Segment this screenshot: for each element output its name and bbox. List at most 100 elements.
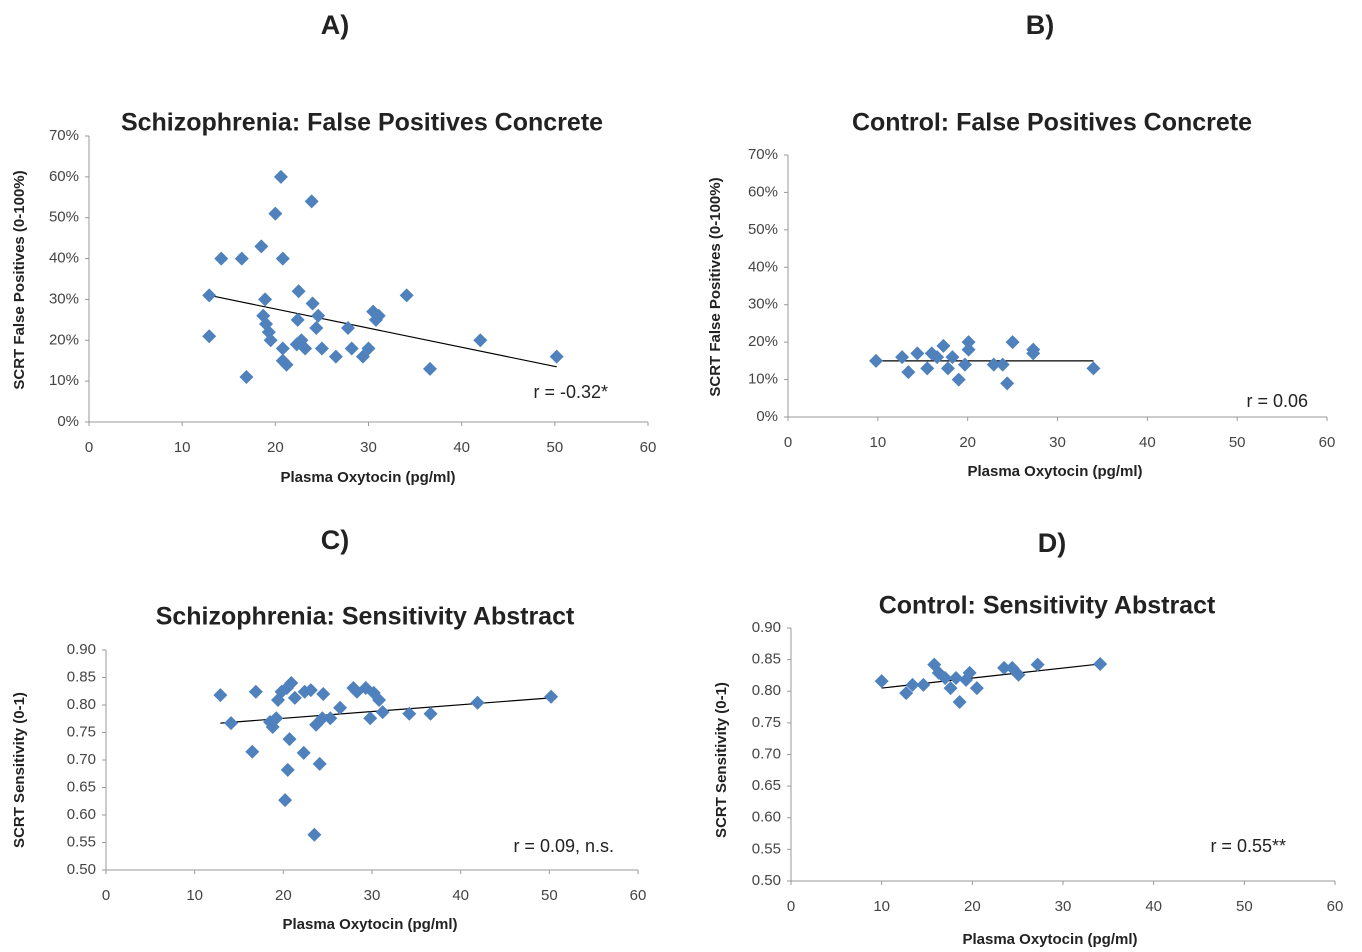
data-point <box>544 689 559 704</box>
data-point <box>961 342 976 357</box>
y-tick-label: 0.90 <box>752 619 781 636</box>
x-tick-label: 0 <box>85 439 93 456</box>
data-point <box>315 711 330 726</box>
data-point <box>375 705 390 720</box>
y-tick-label: 0.65 <box>67 778 96 795</box>
x-tick-label: 0 <box>784 434 792 451</box>
data-point <box>361 341 376 356</box>
data-point <box>473 333 488 348</box>
data-point <box>333 700 348 715</box>
data-point <box>304 194 319 209</box>
data-point <box>910 346 925 361</box>
y-tick-label: 0.50 <box>67 861 96 878</box>
data-point <box>986 357 1001 372</box>
data-point <box>291 284 306 299</box>
y-tick-label: 60% <box>748 183 778 200</box>
x-tick-label: 30 <box>364 887 381 904</box>
y-tick-label: 0.60 <box>67 806 96 823</box>
data-point <box>874 674 889 689</box>
data-point <box>328 349 343 364</box>
data-point <box>309 321 324 336</box>
data-point <box>1030 657 1045 672</box>
data-point <box>254 239 269 254</box>
y-tick-label: 0.70 <box>67 751 96 768</box>
x-tick-label: 10 <box>873 898 890 915</box>
data-point <box>936 338 951 353</box>
data-point <box>402 706 417 721</box>
x-tick-label: 40 <box>1139 434 1156 451</box>
y-tick-label: 0.90 <box>67 641 96 658</box>
data-point <box>943 681 958 696</box>
x-tick-label: 10 <box>186 887 203 904</box>
chart-title: Schizophrenia: Sensitivity Abstract <box>156 603 575 631</box>
data-point <box>1026 346 1041 361</box>
data-point <box>945 350 960 365</box>
panel-label: D) <box>1038 528 1067 558</box>
data-point <box>248 684 263 699</box>
data-point <box>423 706 438 721</box>
x-tick-label: 40 <box>452 887 469 904</box>
data-point <box>920 361 935 376</box>
x-tick-label: 20 <box>267 439 284 456</box>
y-tick-label: 60% <box>49 168 79 185</box>
data-point <box>298 341 313 356</box>
x-axis-label: Plasma Oxytocin (pg/ml) <box>282 916 457 933</box>
data-point <box>1093 657 1108 672</box>
y-tick-label: 0.50 <box>752 872 781 889</box>
y-tick-label: 0.75 <box>752 714 781 731</box>
x-tick-label: 60 <box>1319 434 1336 451</box>
data-point <box>995 357 1010 372</box>
data-point <box>303 683 318 698</box>
data-point <box>202 329 217 344</box>
data-point <box>422 361 437 376</box>
data-point <box>287 690 302 705</box>
x-tick-label: 10 <box>869 434 886 451</box>
y-tick-label: 0.60 <box>752 809 781 826</box>
x-tick-label: 30 <box>1049 434 1066 451</box>
data-point <box>1011 667 1026 682</box>
data-point <box>962 665 977 680</box>
data-point <box>372 693 387 708</box>
data-point <box>952 695 967 710</box>
annotation: r = 0.09, n.s. <box>513 836 614 856</box>
data-point <box>284 676 299 690</box>
x-axis-label: Plasma Oxytocin (pg/ml) <box>967 463 1142 480</box>
data-point <box>269 711 284 726</box>
data-point <box>258 292 273 307</box>
data-point <box>214 251 229 266</box>
x-tick-label: 40 <box>1145 898 1162 915</box>
data-point <box>399 288 414 303</box>
data-point <box>275 341 290 356</box>
x-tick-label: 50 <box>1236 898 1253 915</box>
y-tick-label: 0.70 <box>752 745 781 762</box>
data-point <box>344 341 359 356</box>
panel-label: A) <box>321 10 350 40</box>
panel-label: C) <box>321 525 350 555</box>
x-axis-label: Plasma Oxytocin (pg/ml) <box>962 931 1137 948</box>
data-point <box>371 308 386 323</box>
data-point <box>470 695 485 710</box>
data-point <box>239 370 254 385</box>
data-point <box>930 350 945 365</box>
y-axis-label: SCRT Sensitivity (0-1) <box>11 692 28 848</box>
y-tick-label: 0% <box>57 413 79 430</box>
data-point <box>899 686 914 701</box>
y-tick-label: 30% <box>49 290 79 307</box>
y-tick-label: 10% <box>748 371 778 388</box>
y-tick-label: 30% <box>748 296 778 313</box>
data-point <box>961 335 976 350</box>
data-point <box>938 670 953 685</box>
x-tick-label: 40 <box>453 439 470 456</box>
x-tick-label: 0 <box>787 898 795 915</box>
x-tick-label: 30 <box>1055 898 1072 915</box>
data-point <box>234 251 249 266</box>
data-point <box>1005 335 1020 350</box>
chart-title: Control: False Positives Concrete <box>852 109 1252 137</box>
data-point <box>213 688 228 703</box>
y-tick-label: 0.55 <box>67 833 96 850</box>
annotation: r = -0.32* <box>533 382 608 402</box>
data-point <box>969 681 984 696</box>
x-tick-label: 10 <box>174 439 191 456</box>
data-point <box>275 251 290 266</box>
